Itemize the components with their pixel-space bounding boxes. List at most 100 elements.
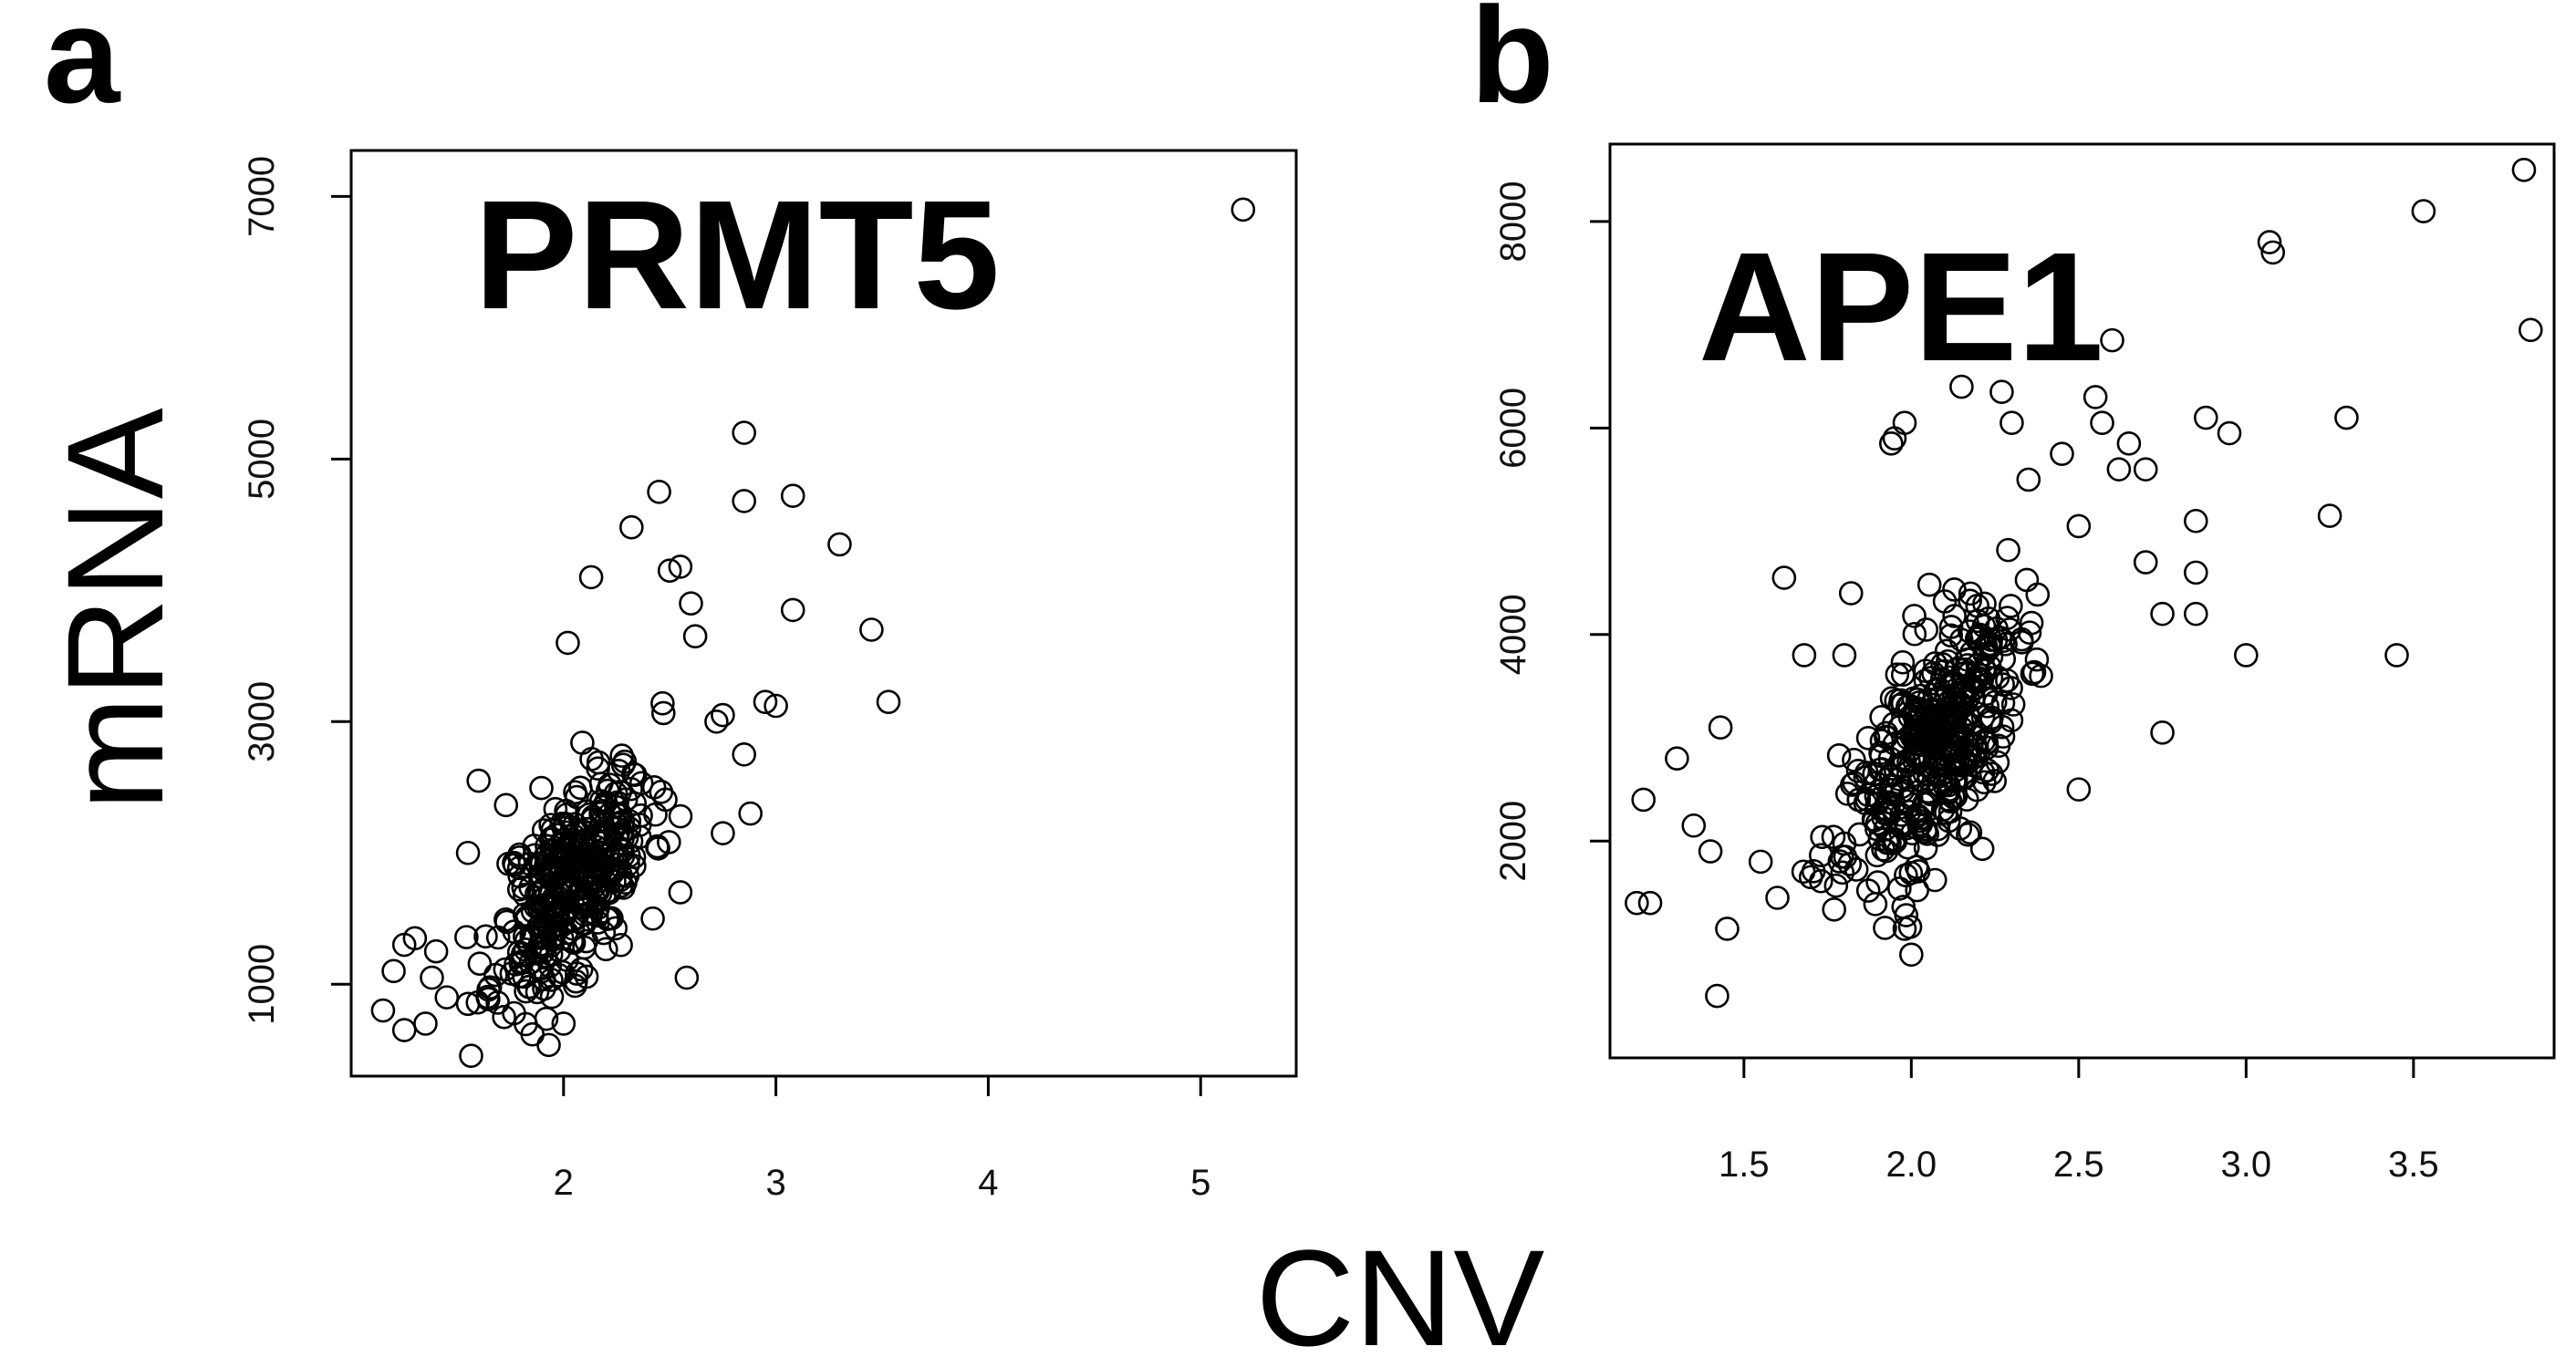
data-point bbox=[610, 752, 636, 778]
data-point bbox=[1771, 565, 1797, 590]
x-tick-label: 2.5 bbox=[2053, 1145, 2104, 1185]
y-axis-title: mRNA bbox=[38, 408, 192, 811]
data-point bbox=[2133, 457, 2158, 482]
data-point bbox=[402, 926, 428, 951]
data-point bbox=[1974, 681, 1999, 707]
data-point bbox=[1888, 688, 1914, 713]
data-point bbox=[370, 998, 396, 1023]
data-point bbox=[668, 803, 693, 829]
data-point bbox=[2017, 620, 2042, 645]
data-point bbox=[1914, 617, 1939, 642]
data-point bbox=[1631, 787, 1657, 813]
y-tick-label: 1000 bbox=[242, 944, 282, 1025]
data-point bbox=[1942, 604, 1967, 628]
data-point bbox=[2021, 659, 2047, 685]
data-point bbox=[2050, 441, 2074, 466]
data-point bbox=[483, 962, 508, 988]
data-point bbox=[1950, 724, 1976, 750]
x-axis-title: CNV bbox=[1256, 1221, 1545, 1357]
data-point bbox=[608, 932, 633, 958]
data-point bbox=[1975, 758, 2000, 782]
x-tick-label: 3.0 bbox=[2221, 1145, 2272, 1185]
data-point bbox=[1834, 782, 1860, 806]
data-point bbox=[467, 951, 493, 976]
data-point bbox=[564, 850, 589, 875]
data-point bbox=[1902, 621, 1927, 647]
data-point bbox=[1948, 816, 1973, 841]
data-point bbox=[1681, 813, 1707, 838]
data-point bbox=[732, 420, 756, 445]
panel-b-points bbox=[1625, 158, 2543, 1009]
data-point bbox=[616, 852, 640, 877]
data-point bbox=[619, 514, 644, 540]
data-point bbox=[1956, 822, 1980, 847]
data-point bbox=[682, 624, 708, 648]
data-point bbox=[573, 886, 597, 912]
data-point bbox=[2000, 410, 2024, 435]
data-point bbox=[1979, 761, 2004, 786]
data-point bbox=[459, 1043, 483, 1069]
data-point bbox=[391, 1018, 417, 1042]
data-point bbox=[1826, 743, 1852, 768]
data-point bbox=[668, 554, 693, 579]
data-point bbox=[2106, 457, 2132, 482]
data-point bbox=[562, 812, 587, 836]
data-point bbox=[1810, 824, 1834, 850]
data-point bbox=[1979, 705, 2004, 730]
data-point bbox=[650, 690, 675, 716]
data-point bbox=[568, 775, 593, 801]
data-point bbox=[559, 928, 585, 954]
data-point bbox=[1897, 785, 1922, 810]
data-point bbox=[1892, 749, 1917, 774]
data-point bbox=[628, 771, 654, 796]
data-point bbox=[1913, 658, 1938, 683]
panel-a-points bbox=[370, 197, 1256, 1069]
data-point bbox=[1986, 733, 2011, 759]
data-point bbox=[569, 891, 595, 917]
x-tick-label: 3 bbox=[765, 1163, 785, 1203]
data-point bbox=[381, 958, 406, 984]
data-point bbox=[541, 859, 566, 884]
x-tick-label: 3.5 bbox=[2388, 1145, 2439, 1185]
panel-a-plot-frame bbox=[349, 149, 1298, 1078]
data-point bbox=[1865, 870, 1890, 895]
data-point bbox=[1869, 704, 1894, 730]
data-point bbox=[568, 957, 594, 982]
data-point bbox=[1838, 581, 1864, 606]
data-point bbox=[610, 838, 635, 864]
x-tick-label: 2 bbox=[554, 1163, 574, 1203]
data-point bbox=[2183, 508, 2208, 533]
panel-a-x-axis: 2 3 4 5 bbox=[554, 1076, 1210, 1203]
data-point bbox=[1715, 917, 1740, 941]
data-point bbox=[1927, 686, 1952, 710]
data-point bbox=[1914, 699, 1939, 725]
data-point bbox=[544, 823, 569, 847]
data-point bbox=[1698, 839, 1723, 864]
data-point bbox=[2066, 777, 2092, 802]
data-point bbox=[657, 558, 682, 584]
data-point bbox=[539, 984, 565, 1010]
data-point bbox=[1996, 537, 2020, 563]
data-point bbox=[493, 792, 519, 818]
data-point bbox=[531, 818, 556, 843]
data-point bbox=[1845, 759, 1871, 783]
data-point bbox=[780, 597, 805, 623]
data-point bbox=[649, 780, 674, 804]
x-tick-label: 5 bbox=[1190, 1163, 1210, 1203]
data-point bbox=[508, 950, 534, 976]
data-point bbox=[1833, 844, 1858, 869]
data-point bbox=[571, 833, 597, 858]
data-point bbox=[2020, 661, 2045, 687]
data-point bbox=[1972, 641, 1997, 667]
data-point bbox=[1890, 662, 1916, 688]
data-point bbox=[1748, 849, 1773, 875]
data-point bbox=[1708, 715, 1733, 740]
data-point bbox=[711, 702, 735, 728]
data-point bbox=[1965, 608, 1990, 634]
data-point bbox=[1882, 711, 1906, 737]
data-point bbox=[1907, 730, 1932, 756]
data-point bbox=[578, 565, 604, 590]
data-point bbox=[2317, 503, 2342, 528]
data-point bbox=[2150, 601, 2175, 627]
